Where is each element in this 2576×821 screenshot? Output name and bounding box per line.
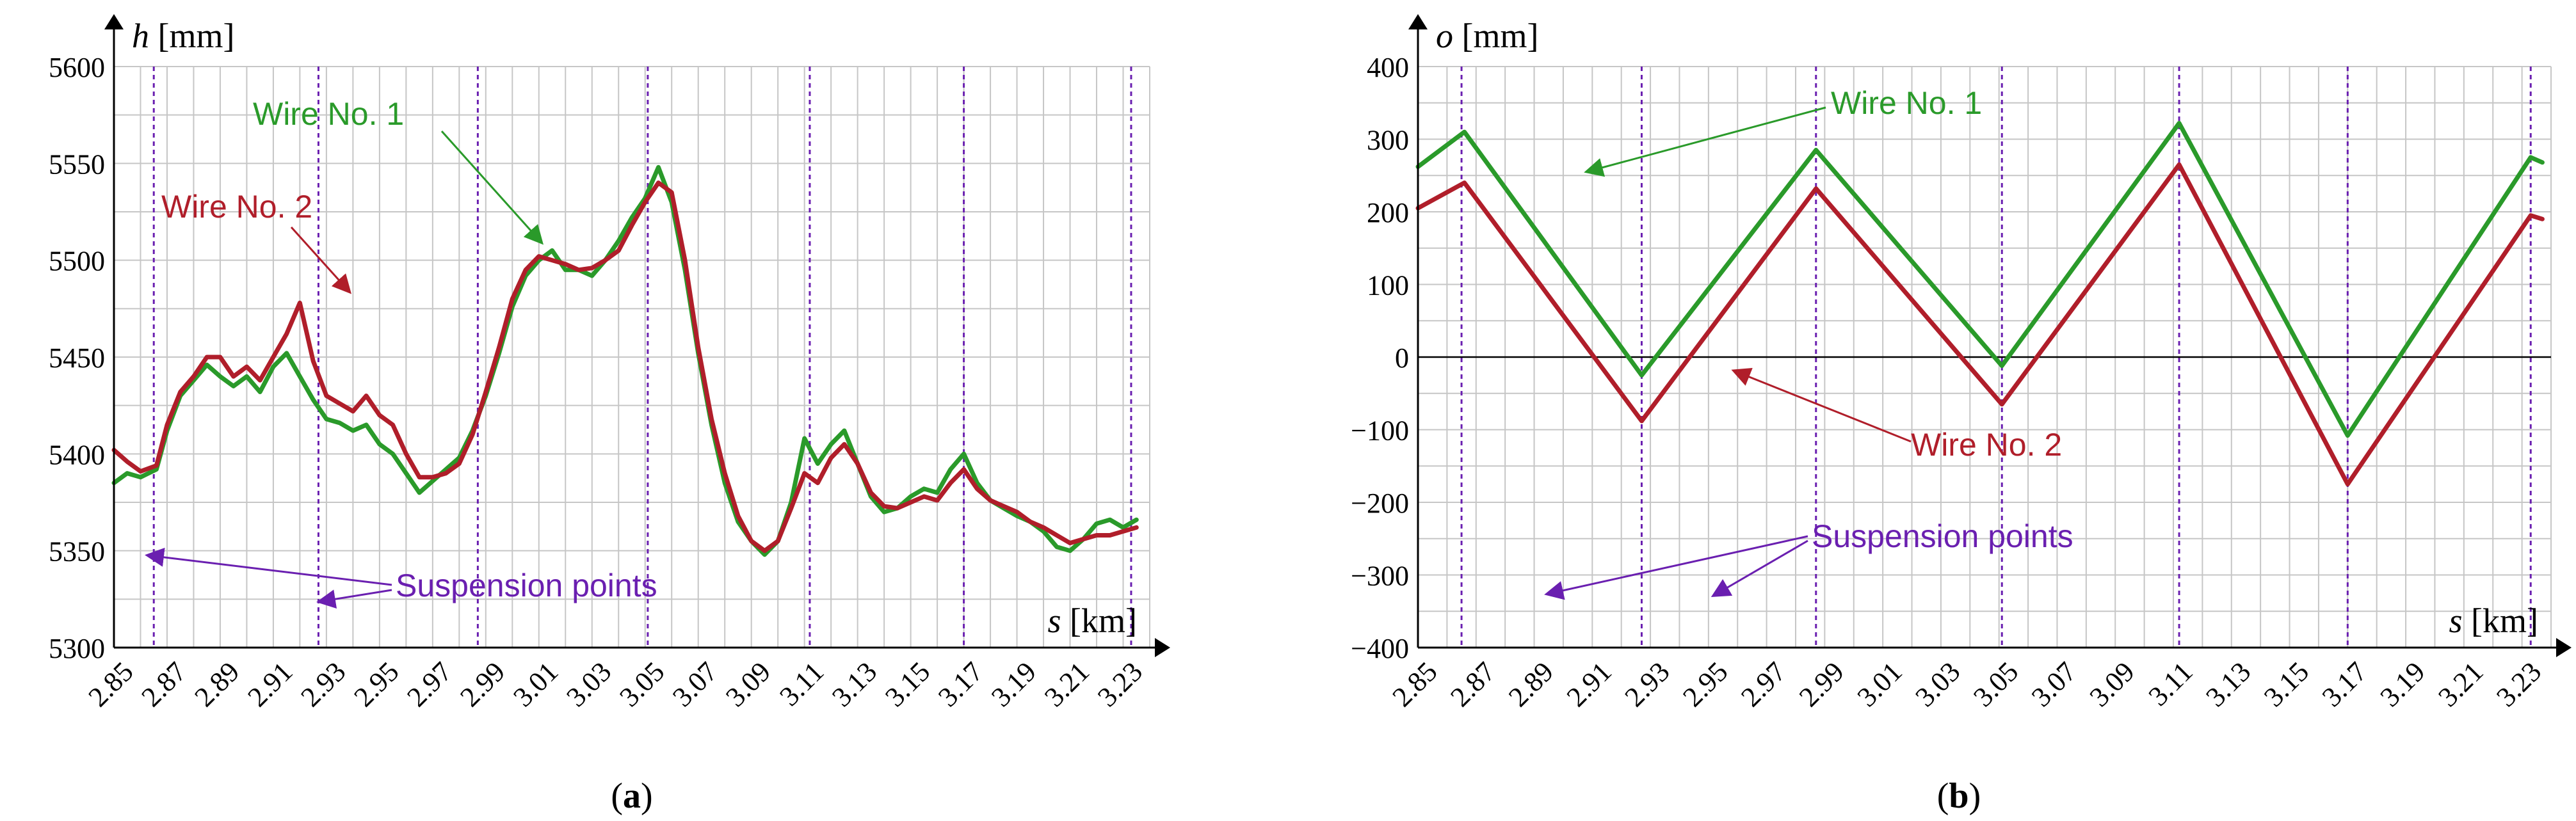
x-tick-label: 3.17 (932, 656, 989, 713)
x-tick-label: 3.03 (560, 656, 617, 713)
annotation-arrow-wire-2 (290, 226, 352, 294)
x-tick-label: 3.05 (1967, 656, 2024, 713)
panel-label: (b) (1937, 776, 1981, 816)
axes-a: h [mm] s [km] (104, 14, 1170, 657)
x-tick-label: 2.89 (1502, 656, 1559, 713)
x-tick-label: 3.21 (1038, 656, 1095, 713)
y-tick-label: 5300 (49, 633, 105, 664)
x-tick-label: 3.23 (2490, 656, 2547, 713)
x-tick-label: 3.23 (1091, 656, 1148, 713)
x-tick-label: 2.85 (83, 656, 140, 713)
annotation-arrow-wire-2 (1731, 367, 1912, 443)
x-tick-label: 3.21 (2432, 656, 2489, 713)
y-tick-label: 300 (1367, 125, 1409, 156)
y-axis-label: o [mm] (1436, 17, 1538, 55)
annotation-wire-2: Wire No. 2 (1911, 427, 2062, 463)
panel-label: (a) (611, 776, 652, 816)
x-tick-label: 3.07 (666, 656, 723, 713)
annotation-arrow-wire-1 (1584, 106, 1826, 177)
x-tick-label: 3.05 (613, 656, 670, 713)
x-tick-label: 2.97 (401, 656, 458, 713)
x-tick-label: 2.93 (1619, 656, 1676, 713)
annotation-wire-1: Wire No. 1 (253, 96, 404, 132)
axes-b: o [mm] s [km] (1408, 14, 2572, 657)
x-tick-label: 3.11 (2143, 656, 2199, 712)
y-axis-label: h [mm] (132, 17, 234, 55)
x-tick-label: 3.19 (985, 656, 1042, 713)
x-axis-label: s [km] (1048, 602, 1137, 640)
x-tick-label: 3.13 (826, 656, 883, 713)
x-tick-label: 2.97 (1735, 656, 1792, 713)
series-line-wire-2 (1415, 162, 2545, 487)
x-tick-label: 2.87 (1444, 656, 1501, 713)
panel-b: o [mm] s [km] −400 −300 −200 −100 0 100 200 300 4… (1351, 14, 2572, 816)
x-tick-label: 3.01 (507, 656, 564, 713)
panel-a: h [mm] s [km] 5300 5350 5400 5450 5500 5550 560… (49, 14, 1170, 816)
y-tick-label: 5550 (49, 148, 105, 180)
y-tick-label: 5500 (49, 246, 105, 277)
x-tick-label: 3.01 (1851, 656, 1908, 713)
y-tick-label: −400 (1351, 633, 1409, 664)
y-tick-label: −200 (1351, 488, 1409, 519)
y-tick-label: 5400 (49, 439, 105, 470)
y-ticks-b: −400 −300 −200 −100 0 100 200 300 400 (1351, 52, 1409, 664)
x-tick-label: 2.91 (1561, 656, 1618, 713)
series-line-wire-1 (1415, 121, 2545, 438)
y-tick-label: −100 (1351, 415, 1409, 447)
x-tick-label: 3.09 (720, 656, 777, 713)
y-tick-label: 5600 (49, 52, 105, 83)
x-tick-label: 2.91 (241, 656, 298, 713)
x-tick-label: 2.99 (454, 656, 511, 713)
x-tick-label: 3.07 (2025, 656, 2082, 713)
x-tick-label: 3.15 (2258, 656, 2315, 713)
annotation-arrow-suspension-1 (145, 547, 392, 586)
series-line-wire-2 (111, 180, 1139, 554)
annotation-suspension: Suspension points (1812, 518, 2073, 554)
x-tick-label: 2.93 (294, 656, 351, 713)
grid-b (1417, 66, 2552, 648)
x-tick-label: 3.13 (2200, 656, 2257, 713)
y-tick-label: −300 (1351, 561, 1409, 592)
annotations-b: (b) Wire No. 1 Wire No. 2 Suspension points (1544, 85, 2073, 816)
x-ticks-a: 2.852.872.892.912.932.952.972.993.013.03… (83, 656, 1149, 713)
annotation-suspension: Suspension points (396, 568, 657, 603)
annotation-wire-2: Wire No. 2 (161, 189, 312, 225)
x-tick-label: 3.09 (2084, 656, 2141, 713)
grid-a (113, 66, 1150, 648)
x-tick-label: 2.85 (1387, 656, 1444, 713)
y-tick-label: 100 (1367, 270, 1409, 301)
annotation-arrow-suspension-1 (1544, 535, 1808, 600)
x-tick-label: 2.89 (188, 656, 245, 713)
x-ticks-b: 2.85 2.87 2.89 2.91 2.93 2.95 2.97 2.99 3.01 3.03… (1387, 656, 2548, 713)
x-axis-label: s [km] (2449, 602, 2538, 640)
x-tick-label: 2.95 (1677, 656, 1734, 713)
suspension-lines-b (1460, 67, 2532, 648)
y-tick-label: 5350 (49, 536, 105, 568)
x-tick-label: 2.99 (1793, 656, 1850, 713)
annotation-wire-1: Wire No. 1 (1831, 85, 1982, 121)
annotation-arrow-wire-1 (440, 130, 544, 245)
x-tick-label: 3.15 (879, 656, 936, 713)
y-tick-label: 200 (1367, 197, 1409, 228)
series-b (1415, 121, 2545, 487)
series-line-wire-1 (111, 164, 1139, 557)
y-tick-label: 0 (1395, 342, 1409, 374)
annotations-a: (a) Wire No. 1 Wire No. 2 Suspension points (145, 96, 657, 816)
x-tick-label: 3.03 (1909, 656, 1966, 713)
x-tick-label: 2.95 (348, 656, 405, 713)
y-tick-label: 5450 (49, 342, 105, 374)
x-tick-label: 3.19 (2374, 656, 2431, 713)
y-tick-label: 400 (1367, 52, 1409, 83)
x-tick-label: 3.17 (2316, 656, 2373, 713)
x-tick-label: 3.11 (773, 656, 830, 712)
y-ticks-a: 5300 5350 5400 5450 5500 5550 5600 (49, 52, 105, 664)
annotation-arrow-suspension-2 (1711, 539, 1808, 598)
series-a (111, 164, 1139, 557)
x-tick-label: 2.87 (135, 656, 192, 713)
annotation-arrow-suspension-2 (316, 589, 392, 609)
